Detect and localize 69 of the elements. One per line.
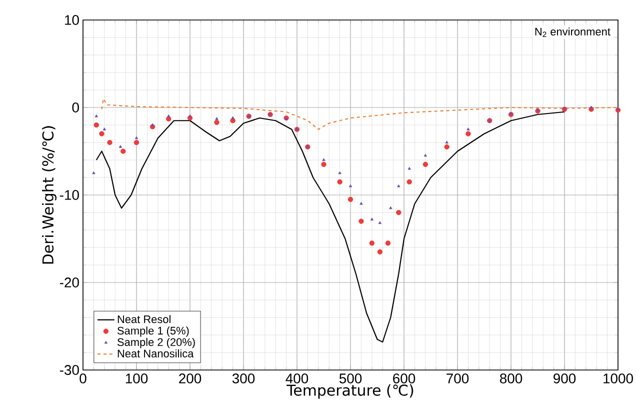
point [360, 202, 363, 205]
x-tick-label: 800 [500, 374, 522, 384]
point [424, 154, 427, 157]
point [134, 140, 140, 146]
point [215, 117, 218, 120]
point [99, 131, 104, 136]
point [369, 240, 374, 246]
point [358, 218, 364, 224]
point [590, 106, 593, 108]
x-tick-label: 100 [126, 374, 148, 384]
y-tick-label: 0 [72, 102, 79, 112]
point [377, 249, 383, 254]
point [118, 145, 122, 148]
point [385, 240, 391, 246]
point [120, 148, 126, 154]
x-tick-label: 700 [446, 374, 469, 384]
point [509, 112, 513, 115]
point [338, 171, 342, 174]
point [337, 179, 342, 184]
point [231, 116, 234, 119]
point [562, 106, 566, 110]
point [107, 140, 112, 146]
point [396, 210, 402, 216]
point [348, 196, 354, 202]
point [230, 118, 236, 124]
y-tick-label: 10 [65, 15, 79, 25]
legend-label: Neat Nanosilica [118, 349, 194, 358]
point [406, 179, 412, 184]
y-axis-title: Deri.Weight (%/℃) [42, 126, 56, 264]
point [466, 128, 470, 130]
x-tick-label: 900 [554, 374, 576, 384]
x-axis-title: Temperature (℃) [286, 384, 414, 399]
point [94, 114, 98, 118]
legend-label: Sample 2 (20%) [117, 338, 195, 348]
point [444, 144, 450, 150]
point [536, 108, 540, 112]
point [466, 131, 471, 136]
point [167, 114, 170, 118]
y-tick-label: -20 [60, 278, 79, 288]
point [408, 166, 411, 170]
point [188, 114, 192, 118]
point [616, 107, 620, 110]
point [389, 206, 392, 210]
point [94, 122, 99, 128]
point [370, 218, 374, 220]
point [378, 221, 382, 224]
x-tick-label: 600 [393, 374, 416, 384]
annotation: N$_{2}$ environment [535, 27, 610, 38]
point [397, 184, 400, 188]
point [321, 162, 326, 167]
legend-label: Neat Resol [118, 315, 170, 324]
x-tick-label: 500 [339, 374, 362, 384]
point [322, 158, 326, 161]
point [134, 136, 138, 140]
x-tick-label: 300 [232, 374, 255, 384]
y-tick-label: -10 [60, 190, 79, 200]
x-tick-label: 400 [286, 374, 308, 384]
legend-label: Sample 1 (5%) [117, 326, 189, 337]
point [422, 162, 428, 167]
x-tick-label: 1000 [604, 374, 633, 384]
point [214, 120, 220, 125]
point [102, 128, 106, 130]
point [348, 184, 352, 188]
point [150, 123, 154, 126]
point [445, 140, 448, 144]
x-tick-label: 200 [179, 374, 202, 384]
point [92, 171, 96, 174]
y-tick-label: -30 [60, 365, 79, 375]
x-tick-label: 0 [80, 374, 86, 384]
